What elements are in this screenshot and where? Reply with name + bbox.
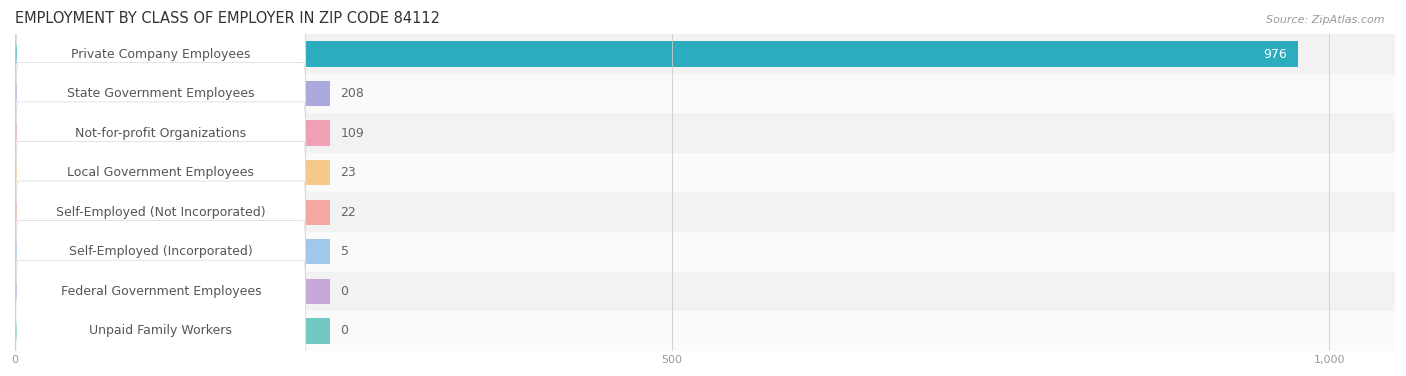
Bar	[14, 318, 330, 344]
Text: 976: 976	[1264, 47, 1286, 61]
Bar	[14, 120, 330, 146]
Text: 0: 0	[340, 285, 349, 298]
FancyBboxPatch shape	[15, 62, 305, 204]
Text: 109: 109	[340, 127, 364, 139]
Text: 208: 208	[340, 87, 364, 100]
Text: EMPLOYMENT BY CLASS OF EMPLOYER IN ZIP CODE 84112: EMPLOYMENT BY CLASS OF EMPLOYER IN ZIP C…	[14, 11, 440, 26]
FancyBboxPatch shape	[15, 260, 305, 376]
Text: Not-for-profit Organizations: Not-for-profit Organizations	[76, 127, 246, 139]
Bar	[14, 279, 330, 304]
Bar	[14, 34, 1395, 74]
Bar	[14, 239, 330, 264]
FancyBboxPatch shape	[15, 221, 305, 362]
Bar	[14, 81, 330, 106]
FancyBboxPatch shape	[15, 181, 305, 323]
Text: Self-Employed (Not Incorporated): Self-Employed (Not Incorporated)	[56, 206, 266, 219]
Text: Federal Government Employees: Federal Government Employees	[60, 285, 262, 298]
Bar	[14, 153, 1395, 193]
Bar	[14, 74, 1395, 113]
Bar	[14, 311, 1395, 351]
Bar	[14, 113, 1395, 153]
FancyBboxPatch shape	[15, 141, 305, 283]
Bar	[14, 232, 1395, 271]
Text: 22: 22	[340, 206, 356, 219]
Text: Local Government Employees: Local Government Employees	[67, 166, 254, 179]
Text: Source: ZipAtlas.com: Source: ZipAtlas.com	[1267, 15, 1385, 25]
Text: Self-Employed (Incorporated): Self-Employed (Incorporated)	[69, 245, 253, 258]
Bar	[14, 271, 1395, 311]
FancyBboxPatch shape	[15, 23, 305, 164]
Bar	[14, 41, 1298, 67]
Text: State Government Employees: State Government Employees	[67, 87, 254, 100]
Text: 0: 0	[340, 324, 349, 337]
Text: Unpaid Family Workers: Unpaid Family Workers	[90, 324, 232, 337]
Bar	[14, 160, 330, 185]
FancyBboxPatch shape	[15, 102, 305, 243]
Bar	[14, 193, 1395, 232]
FancyBboxPatch shape	[15, 0, 305, 125]
Text: 5: 5	[340, 245, 349, 258]
Bar	[14, 200, 330, 225]
Text: 23: 23	[340, 166, 356, 179]
Text: Private Company Employees: Private Company Employees	[72, 47, 250, 61]
